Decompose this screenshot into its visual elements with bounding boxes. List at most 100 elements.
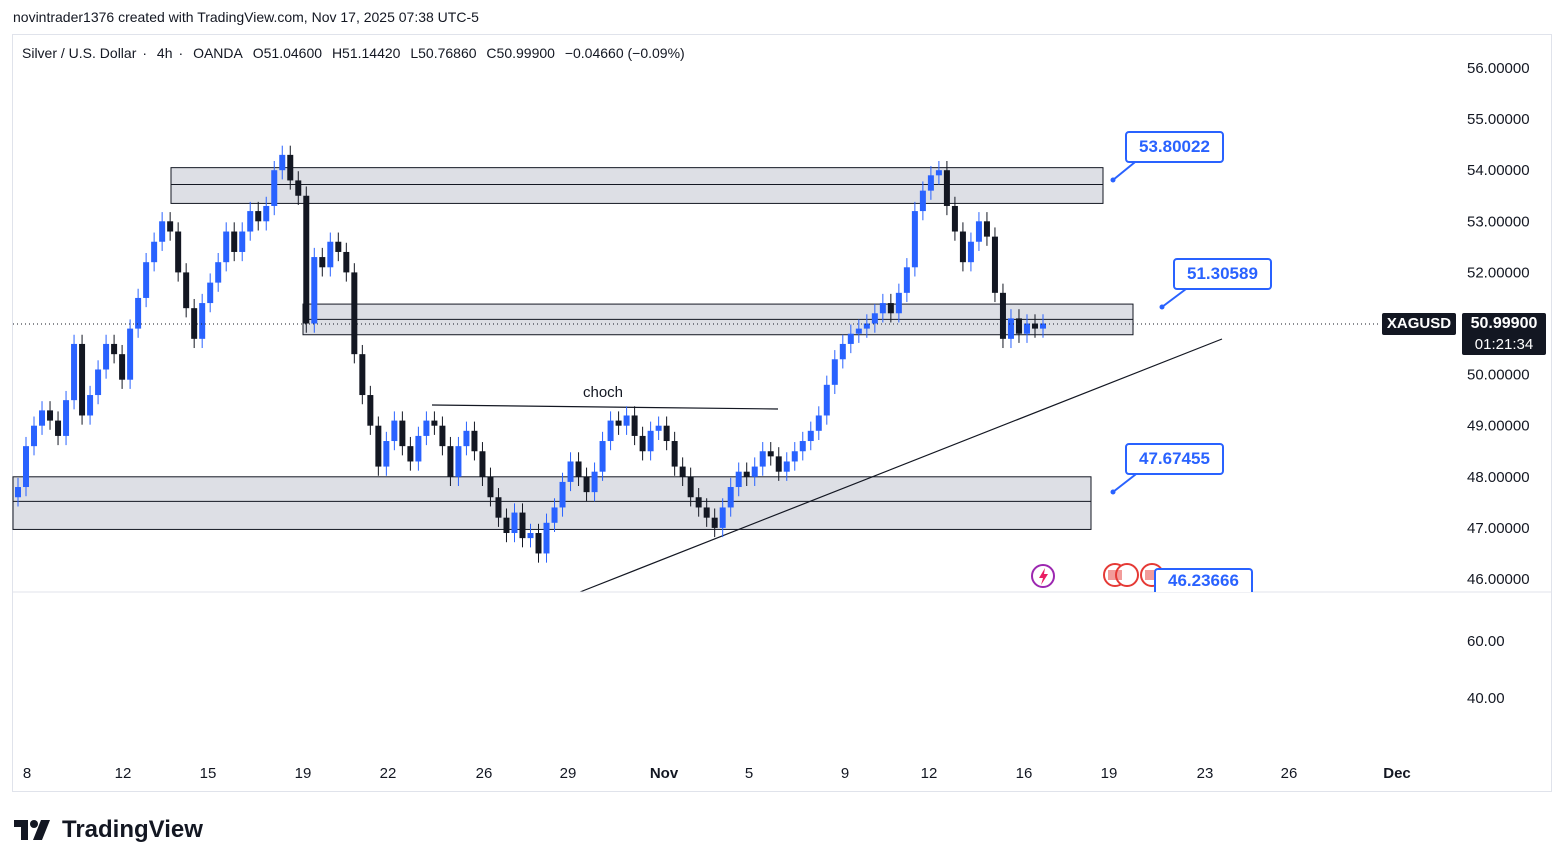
candle-body[interactable] xyxy=(215,262,222,283)
candle-body[interactable] xyxy=(695,497,702,508)
candle-body[interactable] xyxy=(847,333,854,344)
candle-body[interactable] xyxy=(143,262,150,298)
candle-body[interactable] xyxy=(1015,318,1022,334)
candle-body[interactable] xyxy=(455,446,462,477)
tradingview-logo[interactable]: TradingView xyxy=(14,816,203,844)
candle-body[interactable] xyxy=(831,359,838,385)
candle-body[interactable] xyxy=(431,420,438,426)
candle-body[interactable] xyxy=(167,221,174,232)
candle-body[interactable] xyxy=(559,481,566,508)
candle-body[interactable] xyxy=(391,420,398,442)
candle-body[interactable] xyxy=(71,343,78,401)
callout-level-51[interactable]: 51.30589 xyxy=(1173,258,1272,290)
candle-body[interactable] xyxy=(1023,323,1030,334)
candle-body[interactable] xyxy=(311,257,318,324)
candle-body[interactable] xyxy=(631,415,638,436)
candle-body[interactable] xyxy=(487,476,494,498)
candle-body[interactable] xyxy=(191,308,198,339)
candle-body[interactable] xyxy=(471,430,478,452)
candle-body[interactable] xyxy=(439,425,446,447)
candle-body[interactable] xyxy=(607,420,614,442)
candle-body[interactable] xyxy=(839,343,846,360)
candle-body[interactable] xyxy=(103,343,110,370)
candle-body[interactable] xyxy=(671,441,678,467)
callout-level-47[interactable]: 47.67455 xyxy=(1125,443,1224,475)
candle-body[interactable] xyxy=(375,425,382,467)
candle-body[interactable] xyxy=(543,522,550,554)
candle-body[interactable] xyxy=(87,395,94,416)
candle-body[interactable] xyxy=(871,313,878,324)
candle-body[interactable] xyxy=(271,170,278,206)
candle-body[interactable] xyxy=(111,343,118,355)
supply-zone[interactable] xyxy=(170,167,1104,204)
candle-body[interactable] xyxy=(567,461,574,482)
legend-interval[interactable]: 4h xyxy=(156,45,173,61)
candle-body[interactable] xyxy=(399,420,406,447)
candle-body[interactable] xyxy=(735,471,742,488)
candle-body[interactable] xyxy=(23,446,30,488)
candle-body[interactable] xyxy=(727,487,734,508)
candle-body[interactable] xyxy=(767,451,774,457)
candle-body[interactable] xyxy=(239,231,246,252)
candle-body[interactable] xyxy=(175,231,182,273)
candle-body[interactable] xyxy=(183,272,190,309)
legend-symbol[interactable]: Silver / U.S. Dollar xyxy=(22,45,137,61)
candle-body[interactable] xyxy=(967,241,974,263)
candle-body[interactable] xyxy=(95,369,102,396)
candle-body[interactable] xyxy=(823,384,830,416)
candle-body[interactable] xyxy=(599,441,606,472)
candle-body[interactable] xyxy=(639,435,646,452)
trendline-ascending[interactable] xyxy=(579,338,1223,593)
callout-level-46[interactable]: 46.23666 xyxy=(1154,568,1253,592)
candle-body[interactable] xyxy=(575,461,582,477)
candle-body[interactable] xyxy=(263,205,270,222)
candle-body[interactable] xyxy=(887,303,894,314)
candle-body[interactable] xyxy=(31,425,38,447)
candle-body[interactable] xyxy=(407,446,414,462)
candle-body[interactable] xyxy=(615,420,622,426)
candle-body[interactable] xyxy=(783,461,790,472)
candle-body[interactable] xyxy=(15,487,21,498)
candle-body[interactable] xyxy=(527,533,534,539)
candle-body[interactable] xyxy=(903,267,910,293)
candle-body[interactable] xyxy=(303,195,310,324)
candle-body[interactable] xyxy=(655,425,662,431)
candle-body[interactable] xyxy=(359,354,366,396)
candle-body[interactable] xyxy=(327,241,334,268)
candle-body[interactable] xyxy=(231,231,238,252)
candle-body[interactable] xyxy=(855,328,862,334)
candle-body[interactable] xyxy=(1040,323,1046,329)
candle-body[interactable] xyxy=(79,343,86,416)
candle-body[interactable] xyxy=(335,241,342,252)
candle-body[interactable] xyxy=(119,354,126,380)
candle-body[interactable] xyxy=(991,236,998,293)
candle-body[interactable] xyxy=(479,451,486,477)
candle-body[interactable] xyxy=(895,292,902,314)
candle-body[interactable] xyxy=(551,507,558,523)
candle-body[interactable] xyxy=(815,415,822,431)
candle-body[interactable] xyxy=(535,533,542,554)
callout-level-53[interactable]: 53.80022 xyxy=(1125,131,1224,163)
candle-body[interactable] xyxy=(711,517,718,528)
candle-body[interactable] xyxy=(807,430,814,442)
candle-body[interactable] xyxy=(367,395,374,426)
candle-body[interactable] xyxy=(135,297,142,329)
candle-body[interactable] xyxy=(911,211,918,268)
candle-body[interactable] xyxy=(423,420,430,436)
candle-body[interactable] xyxy=(287,154,294,181)
candle-body[interactable] xyxy=(951,205,958,232)
candle-body[interactable] xyxy=(959,231,966,263)
candle-body[interactable] xyxy=(47,410,54,421)
candle-body[interactable] xyxy=(207,282,214,304)
candle-body[interactable] xyxy=(383,441,390,467)
candle-body[interactable] xyxy=(511,512,518,534)
choch-line[interactable] xyxy=(431,404,779,410)
candle-body[interactable] xyxy=(647,430,654,452)
candle-body[interactable] xyxy=(623,415,630,426)
candle-body[interactable] xyxy=(1007,318,1014,339)
candle-body[interactable] xyxy=(343,251,350,273)
candle-body[interactable] xyxy=(351,272,358,355)
candle-body[interactable] xyxy=(495,497,502,518)
candle-body[interactable] xyxy=(519,512,526,539)
